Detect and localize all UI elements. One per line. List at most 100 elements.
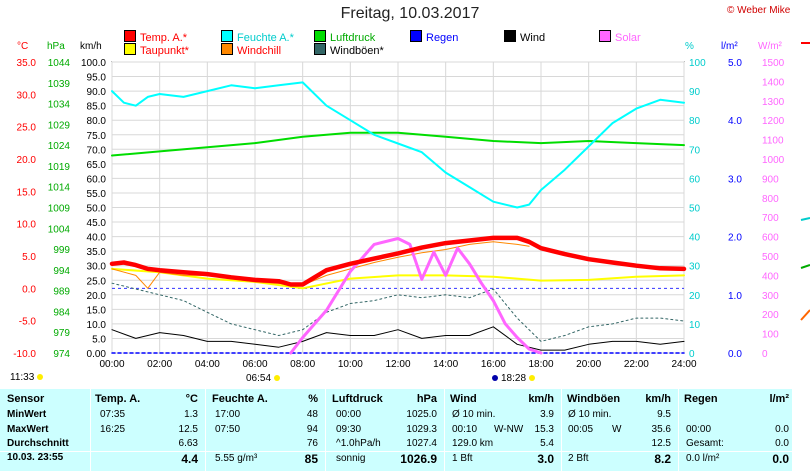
wind-tick-label: 5.0 (92, 334, 106, 345)
legend-item-dewpoint: Taupunkt* (124, 43, 189, 57)
gust-value: 9.5 (657, 409, 671, 420)
wind-tick-label: 30.0 (87, 262, 107, 273)
gust-time: 2 Bft (568, 452, 589, 464)
temp-unit: °C (17, 41, 29, 52)
solar-tick-label: 1400 (762, 77, 785, 88)
humidity-tick-label: 10 (689, 320, 701, 331)
pressure-time: sonnig (336, 452, 366, 464)
humidity-tick-label: 0 (689, 349, 695, 360)
row-label: 10.03. 23:55 (7, 451, 64, 463)
solar-unit: W/m² (758, 41, 782, 52)
sunrise-marker: 06:54 (246, 373, 281, 384)
wind-tick-label: 95.0 (87, 73, 107, 84)
pressure-value: 1026.9 (400, 451, 437, 466)
humidity-value: 85 (304, 451, 318, 466)
humidity-tick-label: 100 (689, 58, 706, 69)
wind-tick-label: 75.0 (87, 131, 107, 142)
rain-value: 0.0 (772, 451, 789, 466)
temp-tick-label: 15.0 (17, 187, 37, 198)
temp-tick-label: 25.0 (17, 123, 37, 134)
legend-swatch-gusts (314, 43, 326, 55)
pressure-tick-label: 984 (53, 307, 70, 318)
pressure-time: 00:00 (336, 409, 362, 420)
wind-value: 3.9 (540, 409, 554, 420)
series-line-windchill (111, 241, 530, 289)
temp-value: 12.5 (178, 423, 198, 435)
series-line-wind (111, 326, 685, 351)
credit-link[interactable]: © Weber Mike (727, 5, 791, 16)
legend-label: Taupunkt* (140, 45, 189, 57)
sun-icon-2 (529, 375, 536, 381)
temp-tick-label: 0.0 (22, 284, 36, 295)
row-label: Durchschnitt (7, 438, 69, 449)
wind-unit: km/h (80, 41, 102, 52)
header-wind: Wind (450, 393, 477, 405)
temp-tick-label: -10.0 (13, 349, 36, 360)
time-tick-label: 22:00 (624, 359, 649, 370)
wind-tick-label: 15.0 (87, 305, 107, 316)
pressure-tick-label: 1004 (48, 224, 71, 235)
time-tick-label: 12:00 (385, 359, 410, 370)
legend-label: Luftdruck (330, 32, 376, 44)
pressure-tick-label: 994 (53, 266, 70, 277)
chart-title: Freitag, 10.03.2017 (340, 5, 480, 22)
series-line-feuchte-a (111, 81, 685, 209)
humidity-time: 5.55 g/m³ (215, 452, 258, 464)
rain-tick-label: 2.0 (728, 233, 742, 244)
humidity-tick-label: 60 (689, 174, 701, 185)
solar-tick-label: 1000 (762, 155, 785, 166)
humidity-tick-label: 20 (689, 291, 701, 302)
legend-swatch-dewpoint (124, 43, 136, 55)
header-pressure: Luftdruck (332, 393, 383, 405)
humidity-time: 17:00 (215, 409, 241, 420)
sun-icon (37, 374, 44, 380)
row-label: MinWert (7, 409, 47, 420)
temp-time: 07:35 (100, 409, 126, 420)
rain-tick-label: 3.0 (728, 174, 742, 185)
header-rain-unit: l/m² (769, 393, 789, 405)
time-tick-label: 00:00 (99, 359, 124, 370)
col-divider (561, 389, 562, 471)
time-tick-label: 10:00 (338, 359, 363, 370)
time-tick-label: 08:00 (290, 359, 315, 370)
pressure-tick-label: 1034 (48, 100, 71, 111)
legend-item-pressure: Luftdruck (314, 30, 375, 44)
wind-tick-label: 35.0 (87, 247, 107, 258)
solar-tick-label: 1500 (762, 58, 785, 69)
pressure-tick-label: 974 (53, 349, 70, 360)
legend-swatch-rain (410, 30, 422, 42)
solar-tick-label: 200 (762, 310, 779, 321)
humidity-tick-label: 50 (689, 204, 701, 215)
wind-tick-label: 85.0 (87, 102, 107, 113)
rain-time: Gesamt: (686, 438, 724, 449)
rain-value: 0.0 (775, 423, 789, 435)
legend-item-wind: Wind (504, 30, 545, 44)
stats-table: Sensor Temp. A. °C Feuchte A.% Luftdruck hPa W… (0, 389, 792, 471)
humidity-tick-label: 40 (689, 233, 701, 244)
header-sensor: Sensor (7, 393, 45, 405)
solar-tick-label: 1100 (762, 136, 784, 147)
rain-value: 0.0 (775, 438, 789, 449)
sunset-marker: 18:28 (492, 373, 536, 384)
solar-tick-label: 300 (762, 291, 779, 302)
legend-swatch-pressure (314, 30, 326, 42)
gust-direction: W (612, 423, 622, 435)
solar-tick-label: 1200 (762, 116, 785, 127)
humidity-value: 76 (306, 438, 318, 449)
pressure-time: ^1.0hPa/h (336, 438, 381, 449)
solar-tick-label: 700 (762, 213, 779, 224)
wind-time: 00:10 (452, 423, 478, 435)
header-pressure-unit: hPa (416, 393, 437, 405)
col-divider (205, 389, 206, 471)
gust-value: 35.6 (651, 423, 671, 435)
humidity-tick-label: 90 (689, 87, 701, 98)
humidity-tick-label: 30 (689, 262, 701, 273)
col-divider (325, 389, 326, 471)
solar-tick-label: 900 (762, 174, 779, 185)
legend-swatch-windchill (221, 43, 233, 55)
time-marker-left: 11:33 (10, 372, 44, 383)
solar-tick-label: 500 (762, 252, 779, 263)
series-line-solar (289, 237, 543, 355)
series-line-windb-en (111, 282, 685, 342)
pressure-time: 09:30 (336, 423, 362, 435)
